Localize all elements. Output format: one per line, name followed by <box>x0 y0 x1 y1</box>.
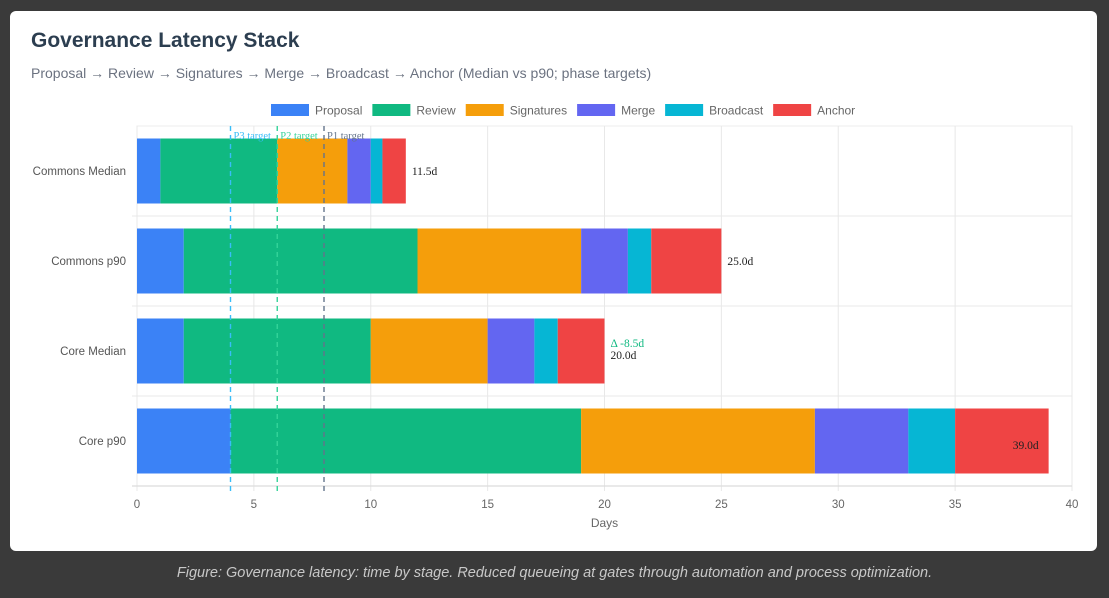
x-tick-label: 10 <box>364 499 377 511</box>
legend-swatch-broadcast <box>665 104 704 116</box>
bar-segment-review <box>160 138 278 204</box>
target-label: P1 target <box>327 131 365 142</box>
bar-segment-anchor <box>382 138 406 204</box>
bar-segment-anchor <box>651 228 722 294</box>
legend-label: Proposal <box>315 104 362 118</box>
delta-annotation: Δ -8.5d <box>611 338 645 350</box>
bar-segment-signatures <box>370 318 488 384</box>
bar-segment-proposal <box>137 228 184 294</box>
figure-caption: Figure: Governance latency: time by stag… <box>176 565 933 581</box>
x-tick-label: 25 <box>715 499 728 511</box>
bar-segment-anchor <box>557 318 605 384</box>
bar-segment-signatures <box>581 408 815 474</box>
target-label: P2 target <box>280 131 318 142</box>
bar-segment-broadcast <box>908 408 956 474</box>
total-label: 11.5d <box>412 166 438 178</box>
bar-segment-broadcast <box>534 318 558 384</box>
chart-title: Governance Latency Stack <box>31 29 300 52</box>
x-tick-label: 5 <box>251 499 257 511</box>
bar-segment-proposal <box>137 138 161 204</box>
total-label: 39.0d <box>1013 440 1039 452</box>
chart-subtitle: Proposal → Review → Signatures → Merge →… <box>31 65 652 81</box>
target-label: P3 target <box>234 131 272 142</box>
legend-swatch-anchor <box>773 104 812 116</box>
y-tick-label: Core Median <box>60 346 126 358</box>
total-label: 25.0d <box>727 256 753 268</box>
bar-segment-merge <box>581 228 628 294</box>
x-tick-label: 20 <box>598 499 611 511</box>
y-tick-label: Core p90 <box>79 436 126 448</box>
legend-label: Signatures <box>510 104 567 118</box>
x-tick-label: 40 <box>1066 499 1079 511</box>
bar-segment-merge <box>814 408 909 474</box>
bar-segment-anchor <box>955 408 1049 474</box>
y-tick-label: Commons p90 <box>51 256 126 268</box>
bar-segment-merge <box>487 318 535 384</box>
legend-label: Anchor <box>817 104 855 118</box>
bar-segment-proposal <box>137 318 184 384</box>
legend-label: Merge <box>621 104 655 118</box>
legend-label: Review <box>416 104 456 118</box>
x-axis-label: Days <box>591 516 618 530</box>
bar-segment-broadcast <box>627 228 652 294</box>
legend-swatch-review <box>372 104 411 116</box>
total-label: 20.0d <box>611 350 637 362</box>
y-tick-label: Commons Median <box>33 166 126 178</box>
bar-segment-review <box>230 408 582 474</box>
legend-swatch-proposal <box>271 104 309 116</box>
x-tick-label: 30 <box>832 499 845 511</box>
x-tick-label: 0 <box>134 499 140 511</box>
bar-segment-signatures <box>417 228 582 294</box>
legend-label: Broadcast <box>709 104 764 118</box>
x-tick-label: 15 <box>481 499 494 511</box>
bar-segment-broadcast <box>370 138 383 204</box>
bar-segment-merge <box>347 138 371 204</box>
bar-segment-signatures <box>277 138 348 204</box>
bar-segment-review <box>183 228 418 294</box>
bar-segment-proposal <box>137 408 231 474</box>
legend-swatch-signatures <box>465 104 504 116</box>
legend-swatch-merge <box>577 104 616 116</box>
x-tick-label: 35 <box>949 499 962 511</box>
